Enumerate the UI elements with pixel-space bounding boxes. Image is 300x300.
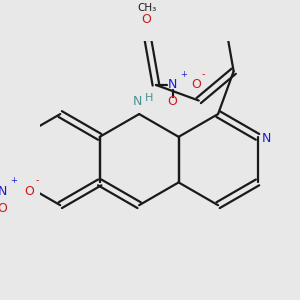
Text: O: O [142,14,152,26]
Text: O: O [191,79,201,92]
Text: CH₃: CH₃ [137,3,156,13]
Text: O: O [168,95,178,108]
Text: H: H [145,93,154,103]
Text: O: O [24,185,34,198]
Text: N: N [262,132,272,145]
Text: N: N [0,185,7,198]
Text: +: + [10,176,17,185]
Text: N: N [168,79,177,92]
Text: -: - [202,69,205,79]
Text: N: N [133,95,142,108]
Text: +: + [180,70,187,79]
Text: -: - [36,176,40,185]
Text: O: O [0,202,8,215]
